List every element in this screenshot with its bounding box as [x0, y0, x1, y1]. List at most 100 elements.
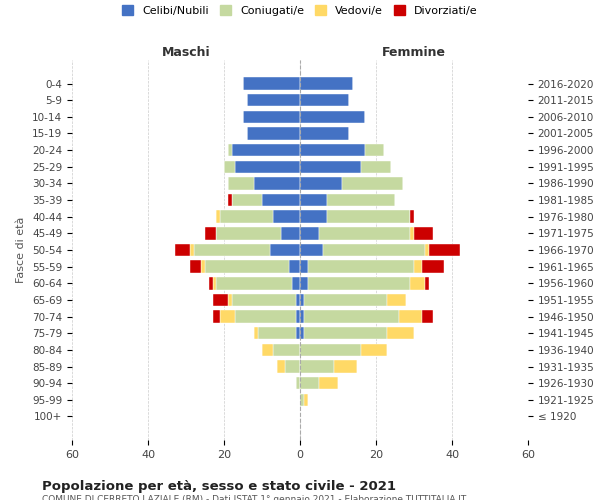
Bar	[205, 227, 217, 239]
Bar	[425, 277, 429, 289]
Bar	[300, 78, 353, 90]
Bar	[425, 244, 429, 256]
Bar	[228, 177, 254, 190]
Bar	[175, 244, 190, 256]
Bar	[243, 78, 300, 90]
Text: Femmine: Femmine	[382, 46, 446, 59]
Bar	[201, 260, 205, 273]
Bar	[212, 294, 228, 306]
Text: Maschi: Maschi	[161, 46, 211, 59]
Bar	[300, 244, 323, 256]
Bar	[277, 360, 285, 373]
Bar	[326, 210, 410, 223]
Bar	[247, 127, 300, 140]
Bar	[300, 327, 304, 340]
Bar	[399, 310, 422, 323]
Bar	[296, 377, 300, 390]
Bar	[300, 127, 349, 140]
Bar	[224, 160, 235, 173]
Bar	[217, 277, 292, 289]
Bar	[289, 260, 300, 273]
Text: COMUNE DI CERRETO LAZIALE (RM) - Dati ISTAT 1° gennaio 2021 - Elaborazione TUTTI: COMUNE DI CERRETO LAZIALE (RM) - Dati IS…	[42, 495, 466, 500]
Bar	[285, 360, 300, 373]
Bar	[258, 327, 296, 340]
Bar	[300, 210, 326, 223]
Bar	[342, 177, 403, 190]
Bar	[232, 294, 296, 306]
Bar	[414, 227, 433, 239]
Bar	[300, 110, 365, 123]
Bar	[410, 210, 414, 223]
Bar	[300, 294, 304, 306]
Bar	[220, 210, 274, 223]
Bar	[300, 94, 349, 106]
Bar	[300, 377, 319, 390]
Bar	[304, 327, 388, 340]
Bar	[243, 110, 300, 123]
Bar	[308, 260, 414, 273]
Bar	[235, 160, 300, 173]
Bar	[296, 294, 300, 306]
Bar	[190, 244, 194, 256]
Bar	[422, 310, 433, 323]
Bar	[281, 227, 300, 239]
Bar	[205, 260, 289, 273]
Bar	[262, 194, 300, 206]
Bar	[228, 194, 232, 206]
Bar	[228, 144, 232, 156]
Bar	[228, 294, 232, 306]
Bar	[217, 210, 220, 223]
Bar	[323, 244, 425, 256]
Bar	[410, 277, 425, 289]
Legend: Celibi/Nubili, Coniugati/e, Vedovi/e, Divorziati/e: Celibi/Nubili, Coniugati/e, Vedovi/e, Di…	[118, 0, 482, 20]
Bar	[300, 177, 342, 190]
Bar	[300, 344, 361, 356]
Bar	[254, 177, 300, 190]
Bar	[304, 310, 399, 323]
Bar	[296, 310, 300, 323]
Bar	[300, 360, 334, 373]
Bar	[232, 144, 300, 156]
Bar	[304, 394, 308, 406]
Bar	[235, 310, 296, 323]
Bar	[300, 194, 326, 206]
Bar	[319, 227, 410, 239]
Bar	[388, 327, 414, 340]
Bar	[269, 244, 300, 256]
Bar	[247, 94, 300, 106]
Bar	[212, 277, 217, 289]
Bar	[300, 394, 304, 406]
Bar	[300, 227, 319, 239]
Bar	[209, 277, 212, 289]
Bar	[300, 144, 365, 156]
Bar	[292, 277, 300, 289]
Bar	[254, 327, 258, 340]
Bar	[319, 377, 338, 390]
Bar	[300, 310, 304, 323]
Bar	[220, 310, 235, 323]
Bar	[274, 210, 300, 223]
Bar	[334, 360, 357, 373]
Bar	[361, 344, 388, 356]
Y-axis label: Fasce di età: Fasce di età	[16, 217, 26, 283]
Text: Popolazione per età, sesso e stato civile - 2021: Popolazione per età, sesso e stato civil…	[42, 480, 396, 493]
Bar	[296, 327, 300, 340]
Bar	[304, 294, 388, 306]
Bar	[300, 160, 361, 173]
Bar	[326, 194, 395, 206]
Bar	[190, 260, 201, 273]
Bar	[217, 227, 281, 239]
Bar	[300, 277, 308, 289]
Bar	[194, 244, 269, 256]
Bar	[388, 294, 406, 306]
Bar	[429, 244, 460, 256]
Bar	[232, 194, 262, 206]
Bar	[410, 227, 414, 239]
Bar	[300, 260, 308, 273]
Bar	[212, 310, 220, 323]
Bar	[414, 260, 422, 273]
Bar	[365, 144, 383, 156]
Bar	[422, 260, 445, 273]
Bar	[262, 344, 274, 356]
Bar	[361, 160, 391, 173]
